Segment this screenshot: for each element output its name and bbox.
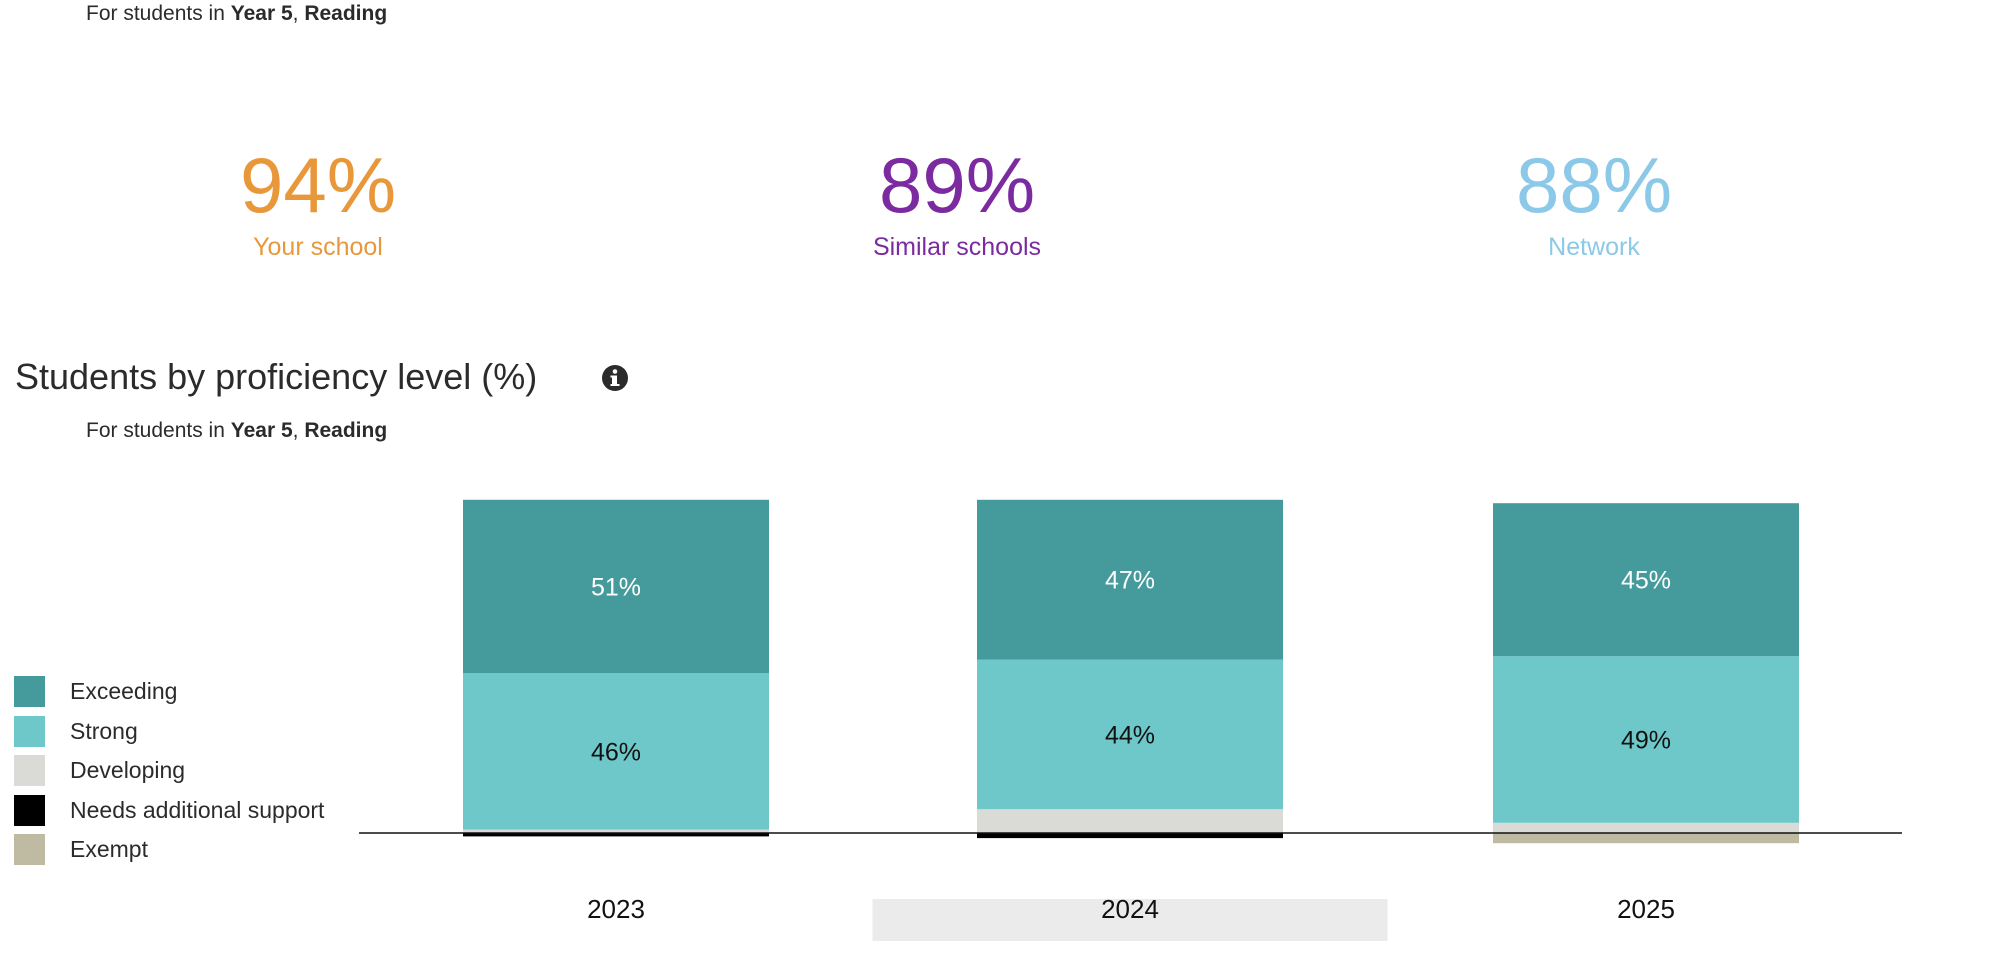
data-label: 49%: [1621, 727, 1671, 755]
header-year: Year 5: [230, 2, 293, 25]
chart-legend: Exceeding Strong Developing Needs additiona…: [14, 672, 324, 870]
legend-item-strong[interactable]: Strong: [14, 712, 324, 752]
legend-label: Developing: [70, 757, 186, 784]
section-year: Year 5: [230, 419, 293, 442]
legend-swatch: [14, 794, 45, 826]
legend-swatch: [14, 755, 45, 787]
bar-segment-strong: [977, 659, 1283, 810]
legend-item-developing[interactable]: Developing: [14, 751, 324, 791]
legend-swatch: [14, 676, 45, 708]
info-icon[interactable]: [601, 364, 629, 392]
x-tick-label: 2024: [1101, 894, 1159, 924]
data-label: 51%: [591, 574, 641, 602]
bar-segment-exempt: [1493, 833, 1799, 844]
stat-network: 88% Network: [1384, 140, 1804, 262]
bar-segment-developing: [463, 829, 769, 833]
x-tick-label: 2023: [587, 894, 645, 924]
stat-your-school: 94% Your school: [108, 140, 528, 262]
data-label: 44%: [1105, 721, 1155, 749]
bar-segment-developing: [977, 809, 1283, 833]
legend-item-needs-additional-support[interactable]: Needs additional support: [14, 791, 324, 831]
legend-swatch: [14, 715, 45, 747]
stat-network-value: 88%: [1515, 141, 1673, 229]
legend-label: Exempt: [70, 836, 148, 863]
header-subtitle: For students in Year 5, Reading: [86, 2, 387, 26]
legend-item-exceeding[interactable]: Exceeding: [14, 672, 324, 712]
legend-label: Needs additional support: [70, 796, 325, 823]
legend-swatch: [14, 834, 45, 866]
stat-your-school-value: 94%: [239, 141, 397, 229]
header-subject: Reading: [304, 2, 388, 25]
section-separator: ,: [292, 419, 305, 442]
stat-network-label: Network: [1548, 233, 1640, 261]
bar-segment-needs-additional-support: [463, 833, 769, 837]
legend-label: Strong: [70, 717, 138, 744]
header-separator: ,: [292, 2, 305, 25]
x-tick-label: 2025: [1617, 894, 1675, 924]
bar-segment-strong: [1493, 656, 1799, 823]
highlighted-category-bg[interactable]: [872, 899, 1388, 941]
data-label: 45%: [1621, 567, 1671, 595]
bar-segment-needs-additional-support: [977, 833, 1283, 839]
legend-label: Exceeding: [70, 678, 178, 705]
header-subtitle-prefix: For students in: [86, 2, 231, 25]
section-subtitle: For students in Year 5, Reading: [86, 419, 387, 443]
stat-your-school-label: Your school: [253, 233, 383, 261]
bar-segment-exceeding: [463, 499, 769, 674]
stat-similar-schools-value: 89%: [878, 141, 1036, 229]
section-subtitle-prefix: For students in: [86, 419, 231, 442]
data-label: 47%: [1105, 567, 1155, 595]
stat-similar-schools-label: Similar schools: [872, 233, 1042, 261]
data-label: 46%: [591, 738, 641, 766]
section-subject: Reading: [304, 419, 388, 442]
bar-segment-exceeding: [977, 499, 1283, 660]
section-title: Students by proficiency level (%): [15, 356, 538, 397]
legend-item-exempt[interactable]: Exempt: [14, 830, 324, 870]
bar-segment-exceeding: [1493, 503, 1799, 657]
stat-similar-schools: 89% Similar schools: [747, 140, 1167, 262]
bar-segment-strong: [463, 673, 769, 830]
bar-segment-developing: [1493, 822, 1799, 833]
